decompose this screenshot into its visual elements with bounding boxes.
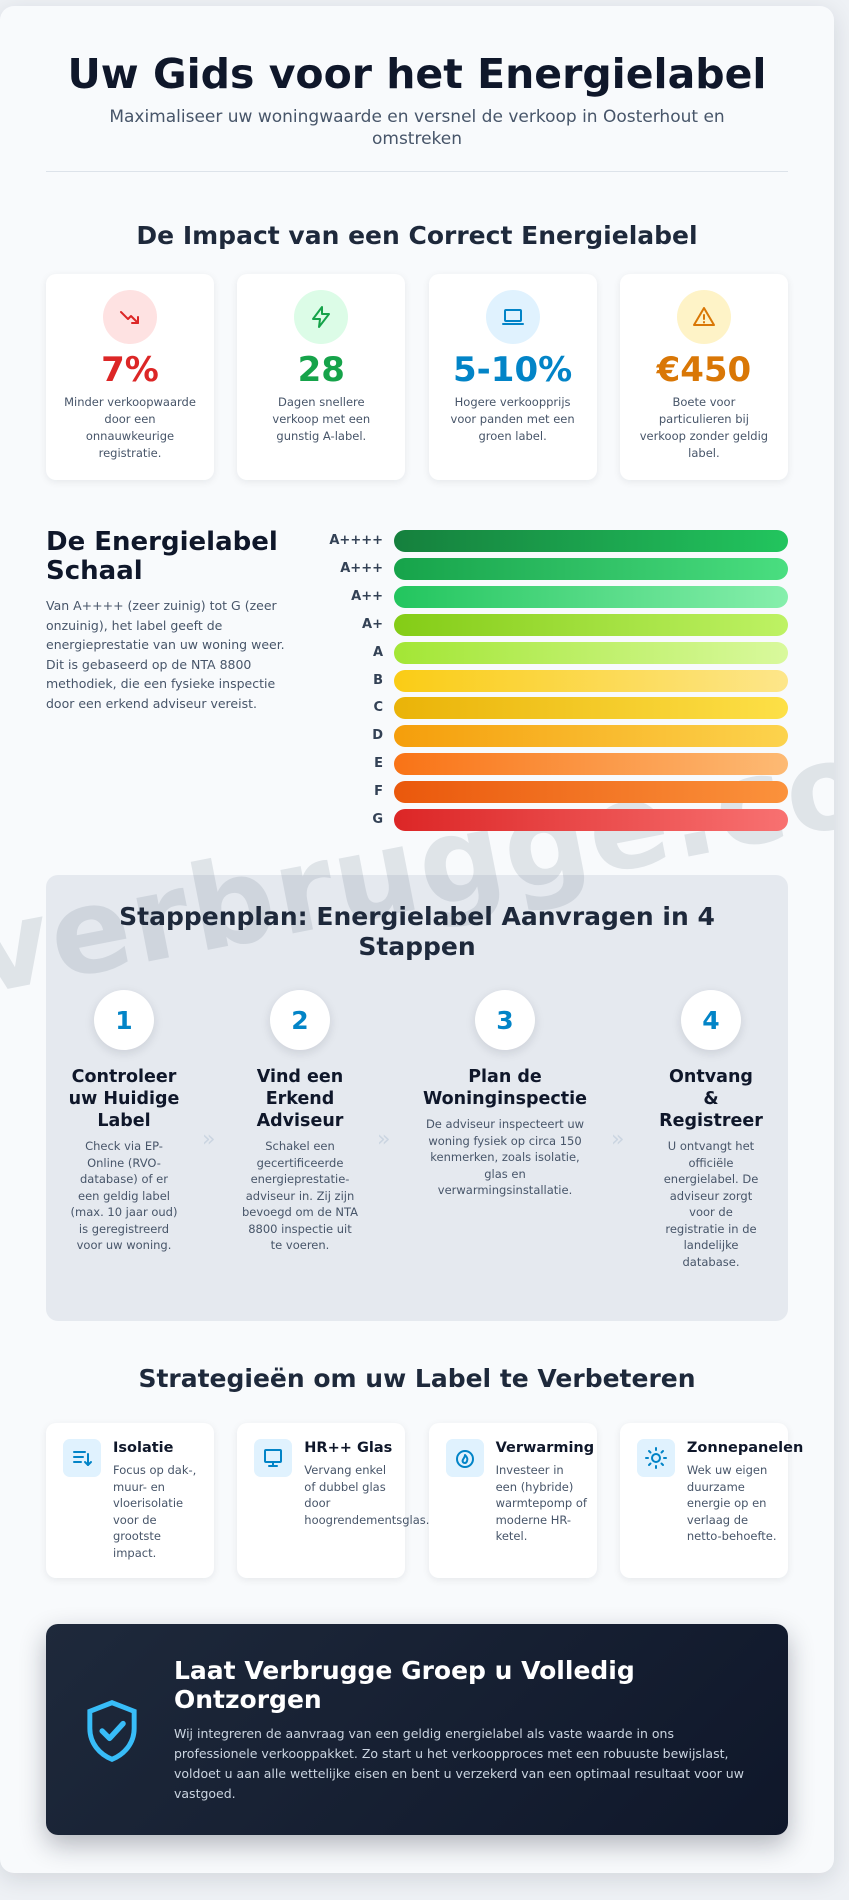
stat-value: 28 (297, 350, 345, 390)
strategy-icon (636, 1439, 675, 1477)
strategy-text: Vervang enkel of dubbel glas door hoogre… (304, 1463, 430, 1527)
page-title: Uw Gids voor het Energielabel (67, 50, 767, 98)
strategy-card: Isolatie Focus op dak-, muur- en vloeriso… (46, 1423, 214, 1578)
scale-text: Van A++++ (zeer zuinig) tot G (zeer onzu… (46, 598, 285, 711)
stat-text: Dagen snellere verkoop met een gunstig A… (272, 395, 371, 443)
stat-card: €450 Boete voor particulieren bij verkoop… (619, 274, 788, 480)
steps-title: Stappenplan: Energielabel Aanvragen in 4… (119, 902, 715, 961)
step: 3 Plan de Woninginspectie De adviseur insp… (419, 990, 591, 1199)
icon (73, 1451, 92, 1466)
step-title: Plan de Woninginspectie (422, 1067, 588, 1109)
strategy-title: Zonnepanelen (686, 1440, 804, 1456)
scale-bar (394, 669, 788, 692)
step-arrow: » (377, 1127, 391, 1152)
steps-panel (46, 875, 788, 1321)
strategy-title: HR++ Glas (304, 1440, 393, 1456)
step: 2 Vind een Erkend Adviseur Schakel een gec… (241, 990, 359, 1254)
scale-bar (394, 725, 788, 748)
scale-bar (394, 530, 788, 552)
step-title: Vind een Erkend Adviseur (256, 1067, 344, 1131)
strategy-icon (445, 1439, 484, 1477)
strategy-card: Zonnepanelen Wek uw eigen duurzame energi… (619, 1423, 803, 1578)
step: 4 Ontvang & Registreer U ontvangt het offi… (659, 990, 763, 1270)
step-arrow: » (611, 1127, 625, 1152)
step-number: 1 (94, 990, 154, 1050)
cta-panel: Laat Verbrugge Groep u Volledig Ontzorge… (46, 1624, 788, 1835)
stat-icon (676, 290, 731, 344)
cta-title: Laat Verbrugge Groep u Volledig Ontzorge… (174, 1656, 635, 1714)
impact-title: De Impact van een Correct Energielabel (136, 221, 698, 250)
strategy-title: Isolatie (113, 1440, 174, 1456)
stat-icon (103, 290, 157, 344)
stat-value: 7% (101, 350, 159, 390)
scale-title: De Energielabel Schaal (46, 527, 278, 586)
stat-icon (294, 290, 349, 344)
stat-card: 28 Dagen snellere verkoop met een gunstig… (237, 274, 406, 480)
step: 1 Controleer uw Huidige Label Check via EP… (68, 990, 180, 1254)
scale-label: A++ (351, 588, 383, 604)
scale-label: G (372, 812, 383, 827)
scale-label: B (373, 672, 383, 688)
stat-text: Minder verkoopwaarde door een onnauwkeur… (64, 395, 196, 460)
strategy-icon (63, 1439, 101, 1477)
strategies-title: Strategieën om uw Label te Verbeteren (138, 1364, 696, 1393)
scale-bar (394, 585, 788, 608)
scale-bar (394, 781, 788, 804)
icon (312, 306, 331, 328)
step-text: Check via EP-Online (RVO-database) of er… (70, 1139, 178, 1252)
scale-label: E (374, 756, 383, 772)
icon (120, 311, 139, 324)
strategy-text: Focus op dak-, muur- en vloerisolatie vo… (113, 1463, 197, 1560)
stat-text: Boete voor particulieren bij verkoop zon… (639, 395, 769, 460)
scale-bar (394, 753, 788, 776)
scale-bar (394, 557, 788, 580)
icon (501, 309, 524, 325)
stat-text: Hogere verkoopprijs voor panden met een … (450, 395, 575, 443)
step-text: U ontvangt het officiële energielabel. D… (663, 1139, 759, 1269)
step-arrow: » (202, 1127, 216, 1152)
strategy-text: Investeer in een (hybride) warmtepomp of… (495, 1463, 587, 1543)
icon (692, 307, 715, 326)
scale-label: C (373, 700, 383, 716)
stat-card: 7% Minder verkoopwaarde door een onnauwke… (46, 274, 214, 480)
stat-value: 5-10% (453, 350, 573, 390)
strategy-title: Verwarming (495, 1440, 595, 1456)
cta-text: Wij integreren de aanvraag van een geldi… (174, 1726, 744, 1801)
infographic-card: Uw Gids voor het Energielabel Maximalise… (0, 6, 834, 1873)
scale-label: A (372, 644, 383, 660)
step-text: De adviseur inspecteert uw woning fysiek… (425, 1117, 585, 1197)
stat-value: €450 (656, 350, 752, 390)
step-number: 2 (270, 990, 330, 1050)
scale-bar (394, 613, 788, 636)
step-number: 4 (681, 990, 741, 1050)
strategy-text: Wek uw eigen duurzame energie op en verl… (686, 1463, 777, 1543)
step-number: 3 (475, 990, 535, 1050)
scale-bar (394, 697, 788, 720)
scale-bar (394, 809, 788, 831)
page-subtitle: Maximaliseer uw woningwaarde en versnel … (109, 107, 725, 149)
icon (455, 1450, 474, 1468)
icon (264, 1449, 283, 1467)
scale-label: F (374, 784, 383, 800)
scale-label: A+++ (340, 560, 383, 576)
shield-icon (87, 1700, 137, 1762)
step-title: Ontvang & Registreer (659, 1067, 763, 1131)
strategy-card: Verwarming Investeer in een (hybride) war… (428, 1423, 597, 1578)
divider (46, 171, 788, 172)
icon (644, 1447, 667, 1469)
step-title: Controleer uw Huidige Label (68, 1067, 180, 1131)
stat-icon (485, 290, 540, 344)
scale-label: D (372, 728, 383, 744)
step-text: Schakel een gecertificeerde energieprest… (241, 1139, 359, 1252)
scale-bar (394, 641, 788, 664)
scale-label: A+ (362, 616, 383, 632)
stat-card: 5-10% Hogere verkoopprijs voor panden met… (428, 274, 597, 480)
scale-label: A++++ (329, 533, 383, 548)
strategy-card: HR++ Glas Vervang enkel of dubbel glas do… (237, 1423, 430, 1578)
strategy-icon (254, 1439, 293, 1477)
